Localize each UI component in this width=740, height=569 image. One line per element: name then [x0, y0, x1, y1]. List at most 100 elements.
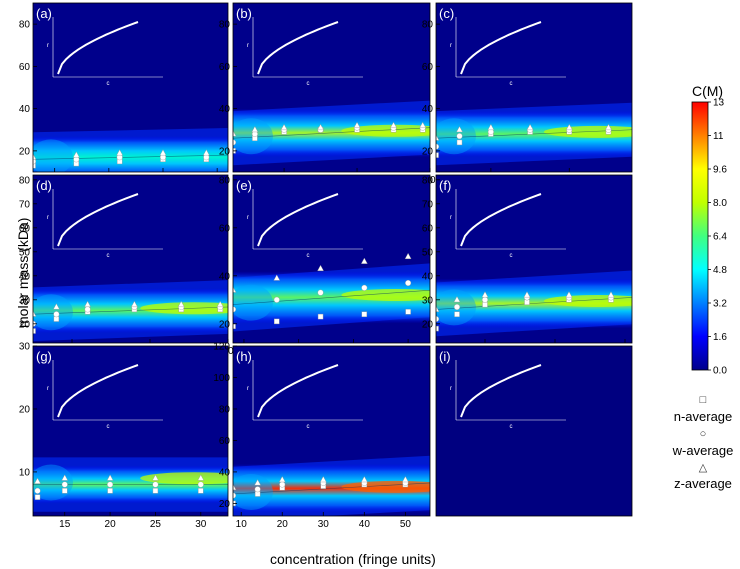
colorbar: 13 11 9.6 8.0 6.4 4.8 3.2 1.6 0.0 [691, 98, 727, 377]
panel-frame [32, 2, 229, 173]
inset-c-label: c [510, 424, 513, 430]
colorbar-tick-label: 6.4 [713, 232, 727, 243]
z-average-marker [605, 123, 612, 131]
w-average-marker [197, 481, 204, 488]
density-blob [233, 473, 273, 510]
inset-r-label: r [47, 43, 49, 49]
z-average-marker [404, 252, 412, 259]
inset-curve [57, 193, 139, 247]
n-average-marker [436, 325, 439, 332]
y-tick-label: 40 [219, 467, 231, 478]
inset-plot: rc [247, 17, 363, 87]
inset-c-label: c [107, 253, 110, 259]
legend-z-label: z-average [674, 476, 732, 491]
w-average-marker [361, 284, 368, 291]
z-average-marker [353, 121, 361, 128]
y-tick-label: 40 [219, 271, 231, 282]
w-average-marker [273, 296, 280, 303]
x-tick-label: 15 [59, 519, 71, 530]
x-tick-label: 30 [318, 519, 330, 530]
inset-r-label: r [47, 386, 49, 392]
z-average-marker [233, 483, 237, 491]
w-average-marker [456, 133, 463, 140]
inset-c-label: c [510, 81, 513, 87]
legend-w-symbol: ○ [699, 428, 707, 440]
inset-curve [257, 193, 339, 247]
y-tick-label: 40 [19, 104, 31, 115]
y-tick-label: 20 [422, 319, 434, 330]
inset-r-label: r [450, 215, 452, 221]
z-average-marker [360, 257, 368, 264]
n-average-marker [62, 488, 68, 494]
panel-label: (e) [236, 178, 252, 193]
z-average-marker [131, 300, 138, 307]
y-tick-label: 80 [19, 175, 31, 186]
panel-label: (h) [236, 349, 252, 364]
z-average-marker [177, 300, 185, 307]
density-blob [33, 294, 73, 331]
z-average-marker [436, 305, 440, 312]
z-average-marker [565, 123, 573, 131]
inset-curve [460, 364, 542, 418]
z-average-marker [280, 123, 288, 131]
panel-frame [435, 345, 633, 517]
z-average-marker [72, 151, 80, 158]
z-average-marker [233, 286, 237, 293]
z-average-marker [202, 149, 210, 156]
z-average-marker [216, 300, 224, 307]
y-tick-label: 80 [219, 175, 231, 186]
y-tick-label: 40 [19, 271, 31, 282]
x-axis-label: concentration (fringe units) [270, 551, 436, 567]
y-tick-label: 20 [19, 319, 31, 330]
panel-frame [32, 174, 229, 344]
n-average-marker [405, 309, 411, 315]
z-average-marker [565, 291, 573, 298]
z-average-marker [84, 300, 91, 307]
density-blob [33, 139, 73, 172]
colorbar-tick-label: 8.0 [713, 198, 727, 209]
y-tick-label: 50 [422, 247, 434, 258]
panel-label: (g) [36, 349, 52, 364]
panel-label: (a) [36, 6, 52, 21]
panel-frame [232, 2, 431, 173]
inset-plot: rc [47, 360, 163, 430]
colorbar-tick-label: 4.8 [713, 265, 727, 276]
z-average-marker [481, 291, 489, 298]
y-tick-label: 60 [19, 62, 31, 73]
n-average-marker [198, 488, 204, 494]
density-peak [140, 472, 228, 485]
z-average-marker [53, 303, 60, 310]
y-tick-label: 20 [422, 146, 434, 157]
panel-label: (c) [439, 6, 454, 21]
inset-r-label: r [450, 386, 452, 392]
inset-plot: rc [450, 17, 566, 87]
z-average-marker [33, 310, 37, 317]
n-average-marker [34, 494, 41, 500]
panel-3: 10203020304050607080(d)rc [19, 174, 234, 357]
y-tick-label: 80 [219, 404, 231, 415]
y-tick-label: 60 [219, 436, 231, 447]
n-average-marker [152, 488, 159, 494]
y-tick-label: 30 [19, 342, 31, 353]
w-average-marker [152, 481, 159, 488]
y-tick-label: 50 [19, 247, 31, 258]
panel-label: (i) [439, 349, 451, 364]
legend-n-symbol: □ [699, 394, 707, 406]
inset-r-label: r [450, 43, 452, 49]
panel-label: (b) [236, 6, 252, 21]
y-tick-label: 20 [219, 319, 231, 330]
z-average-marker [278, 476, 286, 483]
w-average-marker [84, 306, 91, 313]
z-average-marker [607, 291, 615, 298]
y-tick-label: 20 [19, 146, 31, 157]
n-average-marker [524, 299, 530, 305]
n-average-marker [107, 488, 113, 494]
inset-plot: rc [450, 189, 566, 259]
w-average-marker [107, 481, 114, 488]
y-tick-label: 60 [422, 62, 434, 73]
panel-1: 10203020406080(b)rc [219, 2, 436, 186]
w-average-marker [233, 139, 236, 146]
inset-c-label: c [107, 81, 110, 87]
